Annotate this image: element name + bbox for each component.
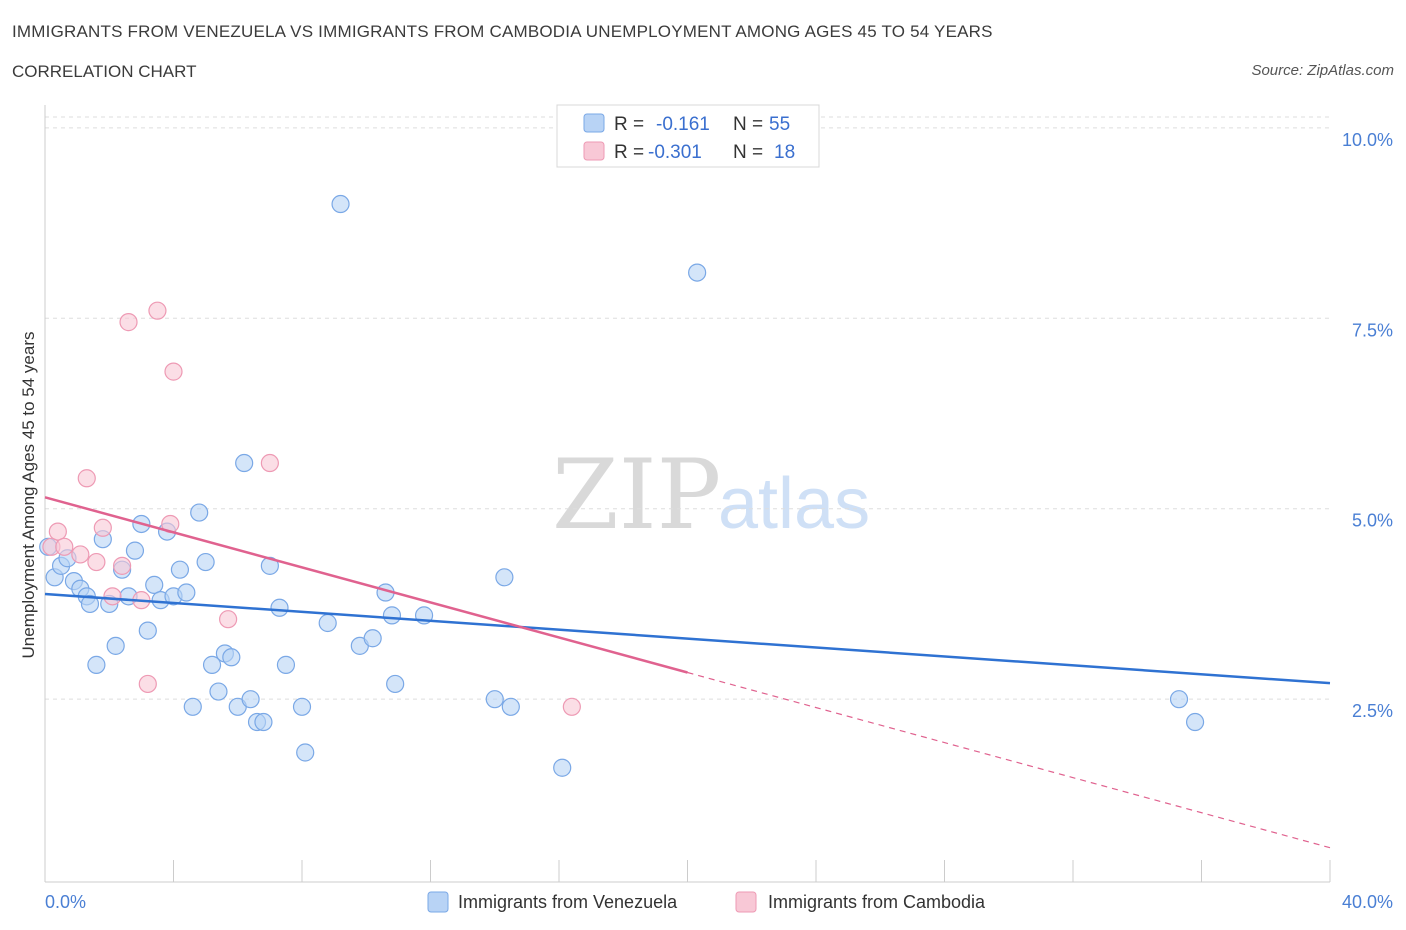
venezuela-point bbox=[363, 629, 382, 648]
cambodia-trend-line bbox=[44, 496, 688, 674]
legend-r-label-venezuela: R = bbox=[614, 114, 644, 135]
chart-subtitle: CORRELATION CHART bbox=[12, 62, 197, 81]
data-points bbox=[39, 194, 1205, 777]
venezuela-point bbox=[553, 758, 572, 777]
legend-r-value-venezuela: -0.161 bbox=[656, 114, 710, 135]
venezuela-point bbox=[1169, 690, 1189, 709]
x-tick-label-min: 0.0% bbox=[45, 892, 86, 912]
cambodia-point bbox=[112, 556, 132, 575]
cambodia-point bbox=[103, 587, 122, 606]
venezuela-point bbox=[485, 690, 504, 709]
venezuela-point bbox=[106, 636, 125, 655]
cambodia-point bbox=[119, 313, 138, 332]
cambodia-point bbox=[260, 453, 279, 473]
venezuela-point bbox=[292, 697, 312, 716]
watermark-atlas: atlas bbox=[718, 464, 870, 544]
bottom-legend-label-cambodia: Immigrants from Cambodia bbox=[768, 892, 986, 912]
legend-n-label-venezuela: N = bbox=[733, 114, 763, 135]
y-axis-title: Unemployment Among Ages 45 to 54 years bbox=[19, 332, 38, 659]
venezuela-point bbox=[296, 743, 315, 762]
bottom-legend-label-venezuela: Immigrants from Venezuela bbox=[458, 892, 678, 912]
cambodia-point bbox=[219, 610, 238, 629]
venezuela-point bbox=[177, 583, 196, 602]
y-tick-label: 2.5% bbox=[1352, 701, 1393, 721]
venezuela-point bbox=[145, 575, 164, 595]
bottom-legend: Immigrants from Venezuela Immigrants fro… bbox=[427, 891, 986, 913]
venezuela-point bbox=[202, 655, 222, 674]
venezuela-point bbox=[209, 682, 228, 701]
venezuela-point bbox=[382, 606, 402, 625]
cambodia-point bbox=[562, 697, 581, 716]
bottom-legend-swatch-cambodia bbox=[735, 891, 757, 913]
venezuela-point bbox=[222, 648, 241, 667]
venezuela-point bbox=[170, 560, 190, 579]
y-tick-label: 5.0% bbox=[1352, 511, 1393, 531]
venezuela-point bbox=[190, 503, 209, 522]
y-tick-label: 10.0% bbox=[1342, 130, 1393, 150]
legend-n-value-cambodia: 18 bbox=[774, 142, 795, 163]
cambodia-point bbox=[77, 469, 96, 488]
trend-lines bbox=[44, 496, 1331, 849]
venezuela-point bbox=[80, 594, 100, 614]
x-tick-label-max: 40.0% bbox=[1342, 892, 1393, 912]
cambodia-point bbox=[87, 552, 106, 572]
cambodia-point bbox=[55, 537, 74, 556]
venezuela-point bbox=[331, 194, 350, 214]
cambodia-point bbox=[148, 301, 167, 320]
venezuela-trend-line bbox=[44, 592, 1331, 685]
venezuela-point bbox=[386, 674, 405, 694]
venezuela-point bbox=[1185, 712, 1205, 732]
venezuela-point bbox=[254, 712, 273, 732]
legend-n-label-cambodia: N = bbox=[733, 142, 763, 163]
legend-swatch-venezuela bbox=[583, 113, 605, 133]
legend-n-value-venezuela: 55 bbox=[769, 114, 790, 135]
venezuela-point bbox=[495, 568, 514, 587]
venezuela-point bbox=[501, 697, 520, 716]
cambodia-point bbox=[71, 545, 90, 564]
legend-r-value-cambodia: -0.301 bbox=[648, 142, 702, 163]
chart-title: IMMIGRANTS FROM VENEZUELA VS IMMIGRANTS … bbox=[12, 22, 993, 41]
venezuela-point bbox=[183, 697, 202, 716]
gridlines: 10.0% 7.5% 5.0% 2.5% bbox=[45, 116, 1393, 721]
cambodia-point bbox=[164, 362, 183, 381]
venezuela-point bbox=[125, 541, 145, 560]
venezuela-point bbox=[276, 655, 296, 674]
venezuela-point bbox=[235, 453, 254, 473]
axes: 0.0% 40.0% bbox=[44, 105, 1393, 912]
cambodia-point bbox=[138, 674, 157, 694]
y-tick-label: 7.5% bbox=[1352, 320, 1393, 340]
watermark-zip: ZIP bbox=[552, 439, 721, 551]
venezuela-point bbox=[318, 613, 337, 633]
venezuela-point bbox=[688, 263, 707, 282]
cambodia-trend-extension bbox=[687, 671, 1331, 849]
legend-r-label-cambodia: R = bbox=[614, 142, 644, 163]
venezuela-point bbox=[270, 598, 289, 617]
venezuela-point bbox=[196, 552, 215, 572]
cambodia-point bbox=[48, 522, 67, 541]
venezuela-point bbox=[87, 655, 106, 674]
venezuela-point bbox=[138, 621, 157, 640]
cambodia-point bbox=[93, 518, 112, 537]
bottom-legend-swatch-venezuela bbox=[427, 891, 449, 913]
venezuela-point bbox=[241, 690, 260, 709]
legend: R = -0.161 N = 55 R = -0.301 N = 18 bbox=[556, 104, 820, 168]
source-label: Source: ZipAtlas.com bbox=[1251, 62, 1394, 79]
legend-swatch-cambodia bbox=[583, 141, 605, 161]
